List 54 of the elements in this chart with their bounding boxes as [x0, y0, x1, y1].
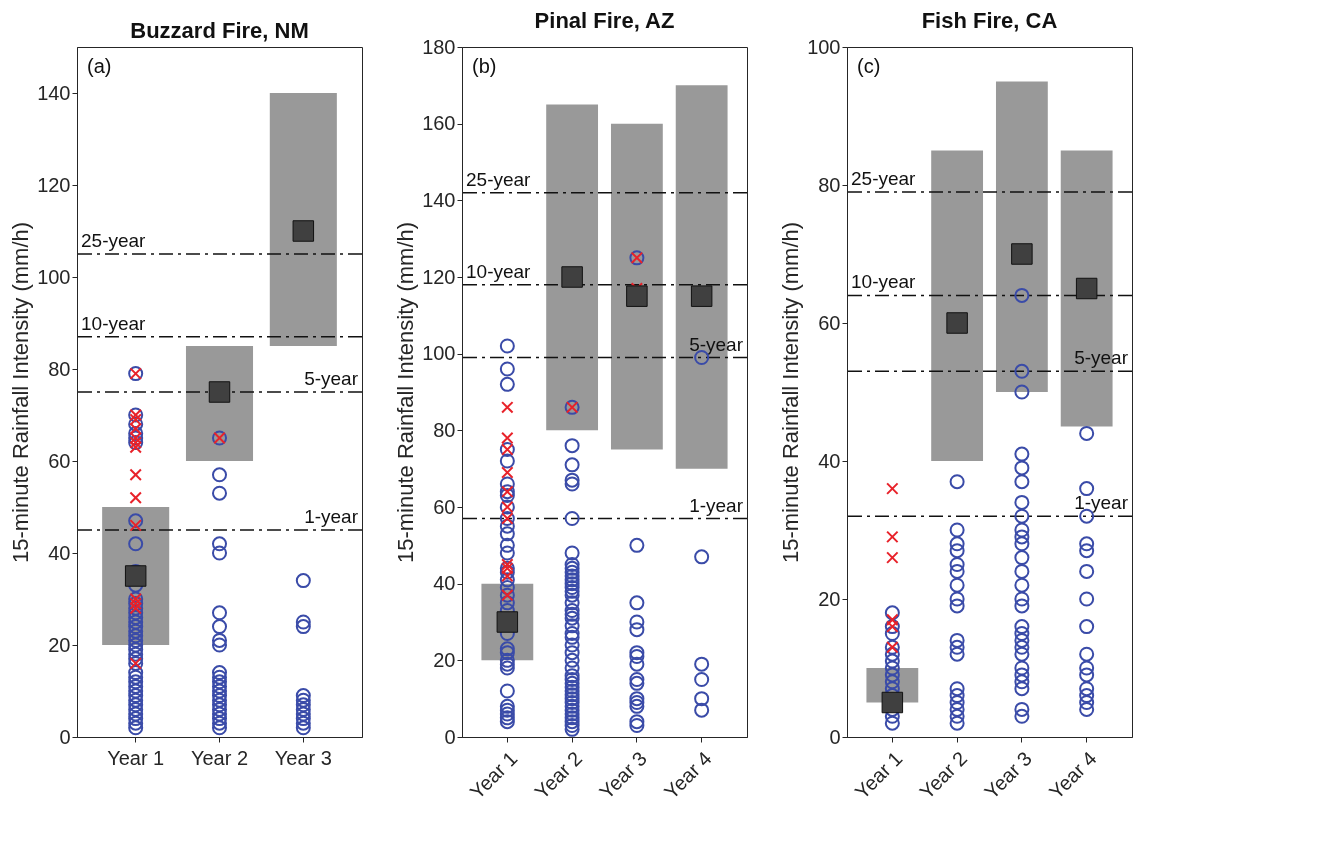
x-tick-label: Year 4 — [1044, 747, 1101, 804]
chart-title: Buzzard Fire, NM — [130, 18, 309, 43]
x-tick-label: Year 3 — [595, 747, 652, 804]
y-tick-label: 40 — [48, 541, 71, 564]
ref-line-label: 10-year — [851, 271, 917, 293]
y-tick-label: 0 — [444, 725, 456, 748]
y-tick-label: 0 — [829, 725, 841, 748]
y-tick-label: 0 — [59, 725, 71, 748]
y-tick-label: 100 — [422, 342, 456, 365]
y-tick-label: 140 — [422, 188, 456, 211]
ref-line-label: 10-year — [466, 260, 532, 282]
ref-line-label: 25-year — [466, 168, 532, 190]
ref-line-label: 1-year — [689, 494, 744, 516]
annotation: (a) — [87, 55, 112, 77]
y-tick-label: 100 — [37, 265, 71, 288]
y-axis-title: 15-minute Rainfall Intensity (mm/h) — [8, 221, 34, 564]
ref-line-label: 1-year — [1074, 492, 1129, 514]
ref-line-label: 5-year — [304, 368, 359, 389]
annotation: (b) — [472, 55, 497, 77]
ref-line-label: 1-year — [304, 506, 359, 527]
y-tick-label: 60 — [433, 495, 456, 518]
y-tick-label: 100 — [807, 35, 841, 58]
x-tick-label: Year 3 — [274, 746, 332, 769]
y-tick-label: 80 — [818, 173, 841, 196]
x-tick-label: Year 1 — [107, 746, 165, 769]
y-tick-label: 20 — [818, 587, 841, 610]
chart-title: Pinal Fire, AZ — [534, 8, 675, 33]
x-tick-label: Year 1 — [850, 747, 907, 804]
y-tick-label: 120 — [422, 265, 456, 288]
ref-line-label: 25-year — [851, 167, 917, 189]
x-tick-label: Year 2 — [915, 747, 972, 804]
y-tick-label: 140 — [37, 81, 71, 104]
y-tick-label: 80 — [48, 357, 71, 380]
x-tick-label: Year 2 — [530, 747, 587, 804]
annotation: (c) — [857, 55, 881, 77]
y-tick-label: 60 — [818, 311, 841, 334]
ref-line-label: 10-year — [81, 312, 147, 334]
y-tick-label: 40 — [433, 572, 456, 595]
y-tick-label: 20 — [433, 648, 456, 671]
y-tick-label: 20 — [48, 633, 71, 656]
y-tick-label: 40 — [818, 449, 841, 472]
y-tick-label: 60 — [48, 449, 71, 472]
y-axis-title: 15-minute Rainfall Intensity (mm/h) — [393, 221, 419, 564]
x-tick-label: Year 2 — [190, 746, 249, 769]
y-tick-label: 160 — [422, 112, 456, 135]
y-axis-title: 15-minute Rainfall Intensity (mm/h) — [778, 221, 804, 564]
y-tick-label: 180 — [422, 35, 456, 58]
x-tick-label: Year 3 — [980, 747, 1037, 804]
ref-line-label: 25-year — [81, 230, 147, 251]
chart-title: Fish Fire, CA — [921, 8, 1058, 33]
y-tick-label: 120 — [37, 173, 71, 196]
x-tick-label: Year 1 — [465, 747, 522, 804]
x-tick-label: Year 4 — [659, 747, 716, 804]
y-tick-label: 80 — [433, 418, 456, 441]
